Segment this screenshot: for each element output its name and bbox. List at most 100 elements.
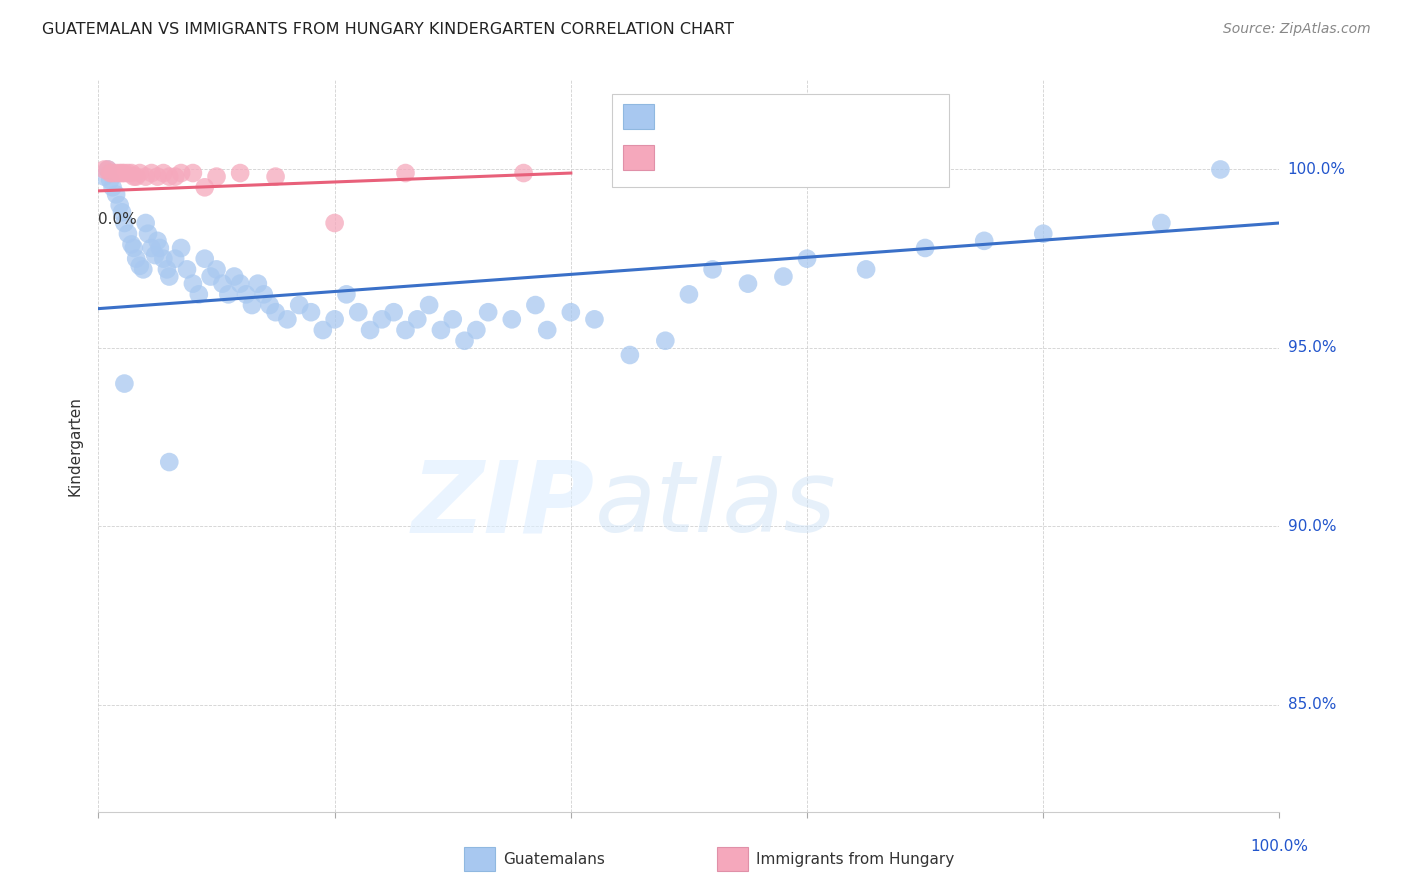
Point <box>187 287 209 301</box>
Text: R =: R = <box>665 108 702 126</box>
Point <box>229 277 252 291</box>
Point <box>117 227 139 241</box>
Point <box>111 205 134 219</box>
Text: 28: 28 <box>808 149 834 167</box>
Point <box>253 287 276 301</box>
Point <box>914 241 936 255</box>
Point <box>560 305 582 319</box>
Point <box>149 241 172 255</box>
Point <box>477 305 499 319</box>
Point <box>217 287 239 301</box>
Point <box>323 216 346 230</box>
Point <box>205 262 228 277</box>
Point <box>259 298 281 312</box>
Point <box>141 166 163 180</box>
Point <box>128 259 150 273</box>
Point <box>737 277 759 291</box>
Point <box>98 173 121 187</box>
Point <box>619 348 641 362</box>
Point <box>105 187 128 202</box>
Point <box>205 169 228 184</box>
Point <box>97 162 120 177</box>
Point <box>170 166 193 180</box>
Point <box>181 166 204 180</box>
Point <box>276 312 298 326</box>
Point <box>335 287 357 301</box>
Point <box>394 323 416 337</box>
Point <box>1150 216 1173 230</box>
Point <box>240 298 263 312</box>
Point <box>235 287 257 301</box>
Point <box>135 216 157 230</box>
Point <box>181 277 204 291</box>
Point <box>359 323 381 337</box>
Point <box>465 323 488 337</box>
Text: 78: 78 <box>808 108 834 126</box>
Text: 100.0%: 100.0% <box>1288 162 1346 177</box>
Point <box>288 298 311 312</box>
Point <box>382 305 405 319</box>
Text: N =: N = <box>766 149 803 167</box>
Point <box>264 305 287 319</box>
Point <box>211 277 233 291</box>
Text: 100.0%: 100.0% <box>1250 839 1309 855</box>
Point <box>194 252 217 266</box>
Point <box>264 169 287 184</box>
Point <box>112 376 135 391</box>
Point <box>101 180 124 194</box>
Point <box>122 241 145 255</box>
Point <box>132 262 155 277</box>
Point <box>246 277 269 291</box>
Text: 0.184: 0.184 <box>707 108 765 126</box>
Point <box>165 169 187 184</box>
Point <box>973 234 995 248</box>
Point <box>146 169 169 184</box>
Text: 95.0%: 95.0% <box>1288 341 1336 355</box>
Point <box>224 269 246 284</box>
Point <box>512 166 534 180</box>
Text: Immigrants from Hungary: Immigrants from Hungary <box>756 853 955 867</box>
Point <box>101 166 124 180</box>
Point <box>406 312 429 326</box>
Point <box>125 169 148 184</box>
Point <box>501 312 523 326</box>
Point <box>143 248 166 262</box>
Point <box>152 166 174 180</box>
Point <box>394 166 416 180</box>
Point <box>418 298 440 312</box>
Point <box>108 198 131 212</box>
Point <box>97 162 120 177</box>
Point <box>128 166 150 180</box>
Point <box>136 227 159 241</box>
Y-axis label: Kindergarten: Kindergarten <box>67 396 83 496</box>
Point <box>98 166 121 180</box>
Text: Guatemalans: Guatemalans <box>503 853 605 867</box>
Point <box>156 262 179 277</box>
Point <box>112 166 135 180</box>
Text: ZIP: ZIP <box>412 456 595 553</box>
Point <box>121 237 143 252</box>
Point <box>796 252 818 266</box>
Point <box>772 269 794 284</box>
Point <box>157 269 180 284</box>
Point <box>441 312 464 326</box>
Point <box>323 312 346 326</box>
Text: 85.0%: 85.0% <box>1288 698 1336 712</box>
Text: 0.260: 0.260 <box>707 149 763 167</box>
Point <box>654 334 676 348</box>
Point <box>170 241 193 255</box>
Point <box>93 162 115 177</box>
Point <box>108 166 131 180</box>
Point <box>524 298 547 312</box>
Point <box>146 234 169 248</box>
Point <box>299 305 322 319</box>
Text: atlas: atlas <box>595 456 837 553</box>
Point <box>165 252 187 266</box>
Text: N =: N = <box>766 108 803 126</box>
Point <box>1032 227 1054 241</box>
Point <box>702 262 724 277</box>
Point <box>855 262 877 277</box>
Point <box>312 323 335 337</box>
Point <box>200 269 222 284</box>
Point <box>111 166 134 180</box>
